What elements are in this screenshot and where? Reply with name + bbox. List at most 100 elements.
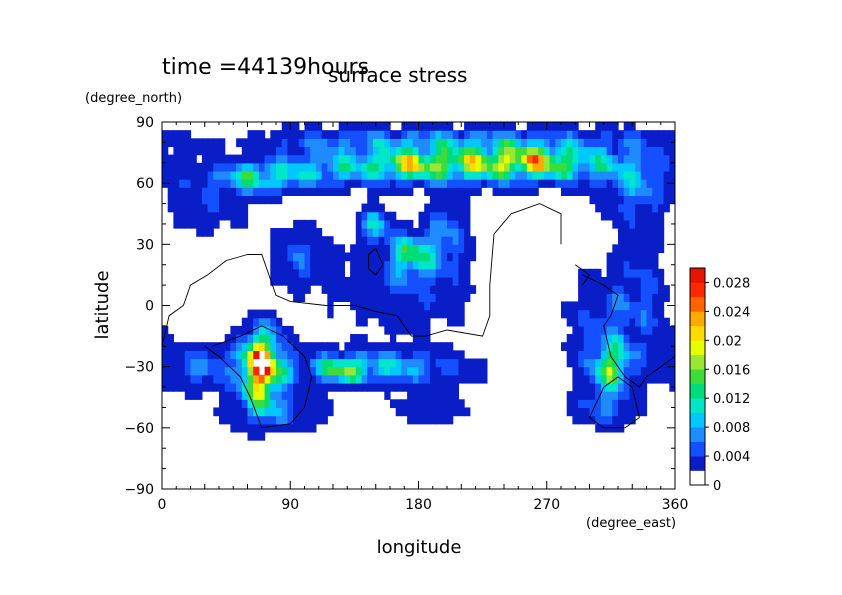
field-cell	[384, 187, 391, 196]
field-cell	[606, 358, 613, 368]
field-cell	[464, 219, 471, 229]
field-cell	[355, 228, 363, 237]
field-cell	[390, 334, 397, 343]
field-cell	[652, 130, 659, 139]
field-cell	[452, 382, 459, 392]
field-cell	[253, 431, 260, 441]
field-cell	[595, 374, 602, 384]
field-cell	[321, 366, 328, 376]
field-cell	[287, 130, 294, 139]
field-cell	[384, 374, 391, 384]
field-cell	[435, 301, 442, 311]
field-cell	[407, 301, 414, 311]
field-cell	[589, 374, 596, 384]
field-cell	[412, 228, 420, 237]
field-cell	[224, 399, 231, 409]
field-cell	[384, 236, 391, 245]
field-cell	[424, 236, 431, 245]
field-cell	[378, 301, 385, 311]
field-cell	[333, 252, 340, 262]
field-cell	[657, 358, 665, 368]
field-cell	[201, 366, 209, 376]
field-cell	[578, 407, 585, 417]
field-cell	[572, 374, 579, 384]
field-cell	[583, 154, 591, 164]
field-cell	[390, 293, 397, 303]
field-cell	[253, 407, 260, 417]
field-cell	[429, 350, 437, 360]
field-cell	[635, 260, 642, 270]
field-cell	[390, 211, 397, 221]
field-cell	[293, 407, 300, 417]
field-cell	[395, 276, 402, 286]
field-cell	[589, 366, 596, 376]
field-cell	[595, 154, 602, 164]
field-cell	[372, 301, 380, 311]
field-cell	[623, 138, 630, 148]
field-cell	[304, 276, 311, 286]
field-cell	[287, 399, 294, 409]
field-cell	[230, 366, 237, 376]
field-cell	[395, 268, 402, 278]
field-cell	[618, 268, 625, 278]
field-cell	[190, 342, 197, 351]
field-cell	[372, 374, 380, 384]
field-cell	[304, 187, 311, 196]
field-cell	[469, 170, 477, 180]
field-cell	[224, 350, 231, 360]
field-cell	[179, 162, 186, 172]
field-cell	[623, 236, 630, 245]
field-cell	[190, 179, 197, 188]
field-cell	[378, 179, 385, 188]
field-cell	[424, 301, 431, 311]
field-cell	[258, 138, 266, 148]
field-cell	[298, 252, 306, 262]
field-cell	[435, 211, 442, 221]
field-cell	[230, 170, 237, 180]
field-cell	[241, 399, 249, 409]
field-cell	[167, 130, 174, 139]
field-cell	[464, 358, 471, 368]
field-cell	[338, 252, 345, 262]
field-cell	[219, 350, 226, 360]
field-cell	[230, 179, 237, 188]
field-cell	[327, 399, 334, 409]
field-cell	[652, 211, 659, 221]
field-cell	[549, 146, 556, 156]
field-cell	[549, 138, 556, 148]
field-cell	[213, 203, 220, 213]
field-cell	[635, 301, 642, 311]
field-cell	[315, 162, 323, 172]
field-cell	[407, 391, 414, 400]
field-cell	[355, 268, 363, 278]
field-cell	[287, 342, 294, 351]
field-cell	[600, 154, 608, 164]
field-cell	[458, 146, 465, 156]
field-cell	[270, 170, 277, 180]
field-cell	[298, 399, 306, 409]
field-cell	[424, 309, 431, 319]
field-cell	[623, 268, 630, 278]
field-cell	[184, 162, 192, 172]
field-cell	[338, 358, 345, 368]
field-cell	[612, 146, 619, 156]
field-cell	[447, 138, 454, 148]
colorbar-swatch	[690, 369, 705, 385]
field-cell	[435, 228, 442, 237]
field-cell	[236, 407, 243, 417]
field-cell	[287, 285, 294, 294]
field-cell	[201, 154, 209, 164]
field-cell	[350, 130, 357, 139]
field-cell	[458, 374, 465, 384]
field-cell	[378, 276, 385, 286]
field-cell	[287, 276, 294, 286]
field-cell	[367, 195, 374, 205]
field-cell	[464, 138, 471, 148]
field-cell	[475, 138, 482, 148]
field-cell	[253, 342, 260, 351]
field-cell	[458, 228, 465, 237]
field-cell	[635, 154, 642, 164]
field-cell	[629, 260, 636, 270]
field-cell	[600, 399, 608, 409]
field-cell	[618, 399, 625, 409]
